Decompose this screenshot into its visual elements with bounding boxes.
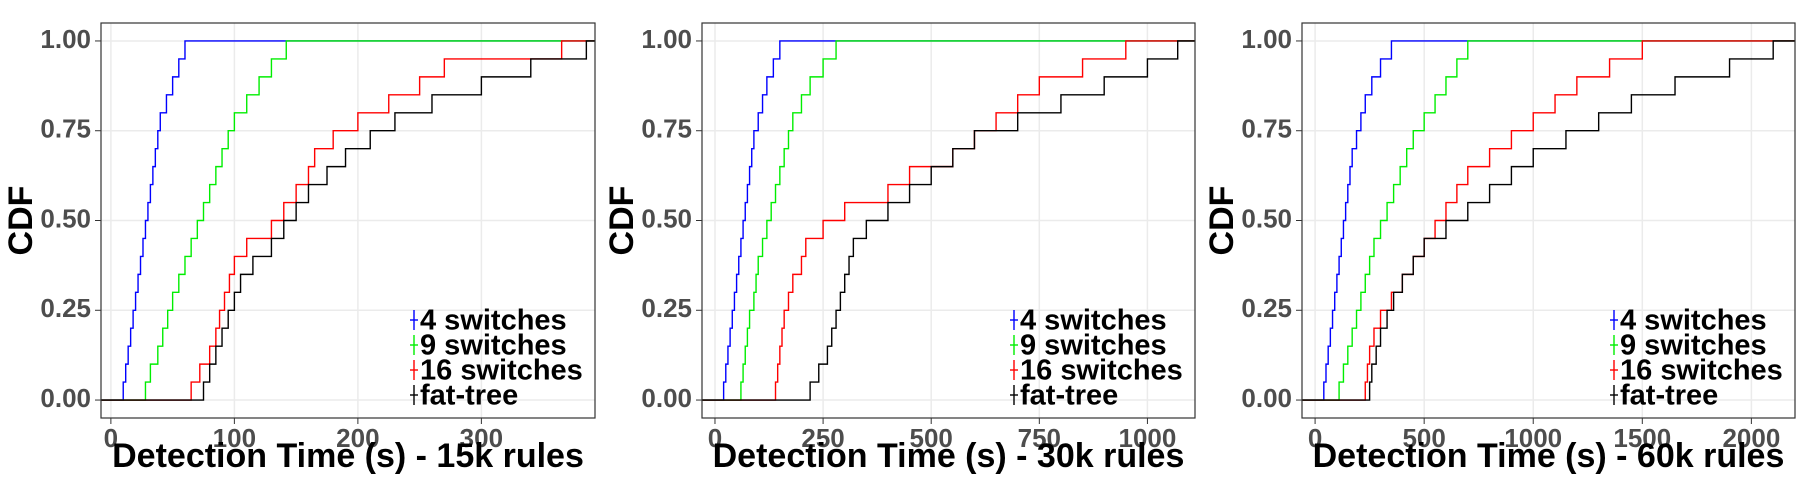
x-tick-label: 100 (213, 423, 256, 453)
plot-border (701, 22, 1196, 419)
y-axis-title: CDF (1203, 186, 1241, 256)
cdf-line (702, 40, 1195, 401)
cdf-line (101, 40, 595, 401)
x-tick-label: 1000 (1504, 423, 1562, 453)
panel: 0.00 0.25 0.50 0.75 1.00 0 250 500 750 1000 4 swit… (603, 22, 1196, 475)
x-tick-label: 250 (801, 423, 844, 453)
x-axis-title: Detection Time (s) - 15k rules (112, 437, 584, 475)
plot-border (100, 22, 596, 419)
lines (101, 40, 595, 401)
cdf-line (702, 40, 1195, 401)
x-tick-label: 0 (708, 423, 722, 453)
x-axis-title: Detection Time (s) - 30k rules (713, 437, 1185, 475)
legend-label: 9 switches (420, 330, 567, 362)
y-tick-label: 0.25 (641, 293, 692, 323)
y-tick-label: 0.25 (1241, 293, 1292, 323)
y-tick-label: 0.50 (641, 203, 692, 233)
y-tick-label: 0.00 (641, 383, 692, 413)
x-tick-label: 0 (1308, 423, 1322, 453)
legend-label: fat-tree (1620, 380, 1718, 412)
legend-label: fat-tree (1020, 380, 1118, 412)
y-tick-label: 0.50 (40, 203, 91, 233)
legend-label: fat-tree (420, 380, 518, 412)
y-tick-label: 0.50 (1241, 203, 1292, 233)
y-tick-label: 0.00 (1241, 383, 1292, 413)
x-tick-label: 750 (1018, 423, 1061, 453)
x-tick-label: 2000 (1722, 423, 1780, 453)
cdf-line (1302, 40, 1795, 401)
lines (1302, 40, 1795, 401)
legend-label: 4 switches (420, 305, 567, 337)
x-tick-label: 0 (104, 423, 118, 453)
y-tick-label: 0.75 (1241, 114, 1292, 144)
x-tick-label: 200 (336, 423, 379, 453)
cdf-line (1302, 40, 1795, 401)
cdf-line (702, 40, 1195, 401)
y-axis-title: CDF (2, 186, 40, 256)
cdf-line (1302, 40, 1795, 401)
panel: 0.00 0.25 0.50 0.75 1.00 0 100 200 300 4 switches… (2, 22, 596, 475)
cdf-line (101, 40, 595, 401)
legend-label: 16 switches (420, 355, 583, 387)
y-tick-label: 0.75 (641, 114, 692, 144)
legend-label: 16 switches (1020, 355, 1183, 387)
legend-label: 9 switches (1020, 330, 1167, 362)
cdf-line (101, 40, 595, 401)
legend-label: 9 switches (1620, 330, 1767, 362)
legend-label: 4 switches (1620, 305, 1767, 337)
y-tick-label: 0.25 (40, 293, 91, 323)
y-tick-label: 0.75 (40, 114, 91, 144)
x-axis-title: Detection Time (s) - 60k rules (1313, 437, 1785, 475)
y-axis-title: CDF (603, 186, 641, 256)
lines (702, 40, 1195, 401)
y-tick-label: 1.00 (40, 24, 91, 54)
cdf-line (101, 40, 595, 401)
x-tick-label: 1500 (1613, 423, 1671, 453)
y-tick-label: 1.00 (1241, 24, 1292, 54)
legend-label: 16 switches (1620, 355, 1783, 387)
x-tick-label: 500 (910, 423, 953, 453)
cdf-line (702, 40, 1195, 401)
x-tick-label: 300 (460, 423, 503, 453)
x-tick-label: 1000 (1119, 423, 1177, 453)
y-tick-label: 1.00 (641, 24, 692, 54)
panel: 0.00 0.25 0.50 0.75 1.00 0 500 1000 1500 2000 4 sw… (1203, 22, 1796, 475)
cdf-line (1302, 40, 1795, 401)
y-tick-label: 0.00 (40, 383, 91, 413)
plot-border (1301, 22, 1796, 419)
x-tick-label: 500 (1402, 423, 1445, 453)
legend-label: 4 switches (1020, 305, 1167, 337)
